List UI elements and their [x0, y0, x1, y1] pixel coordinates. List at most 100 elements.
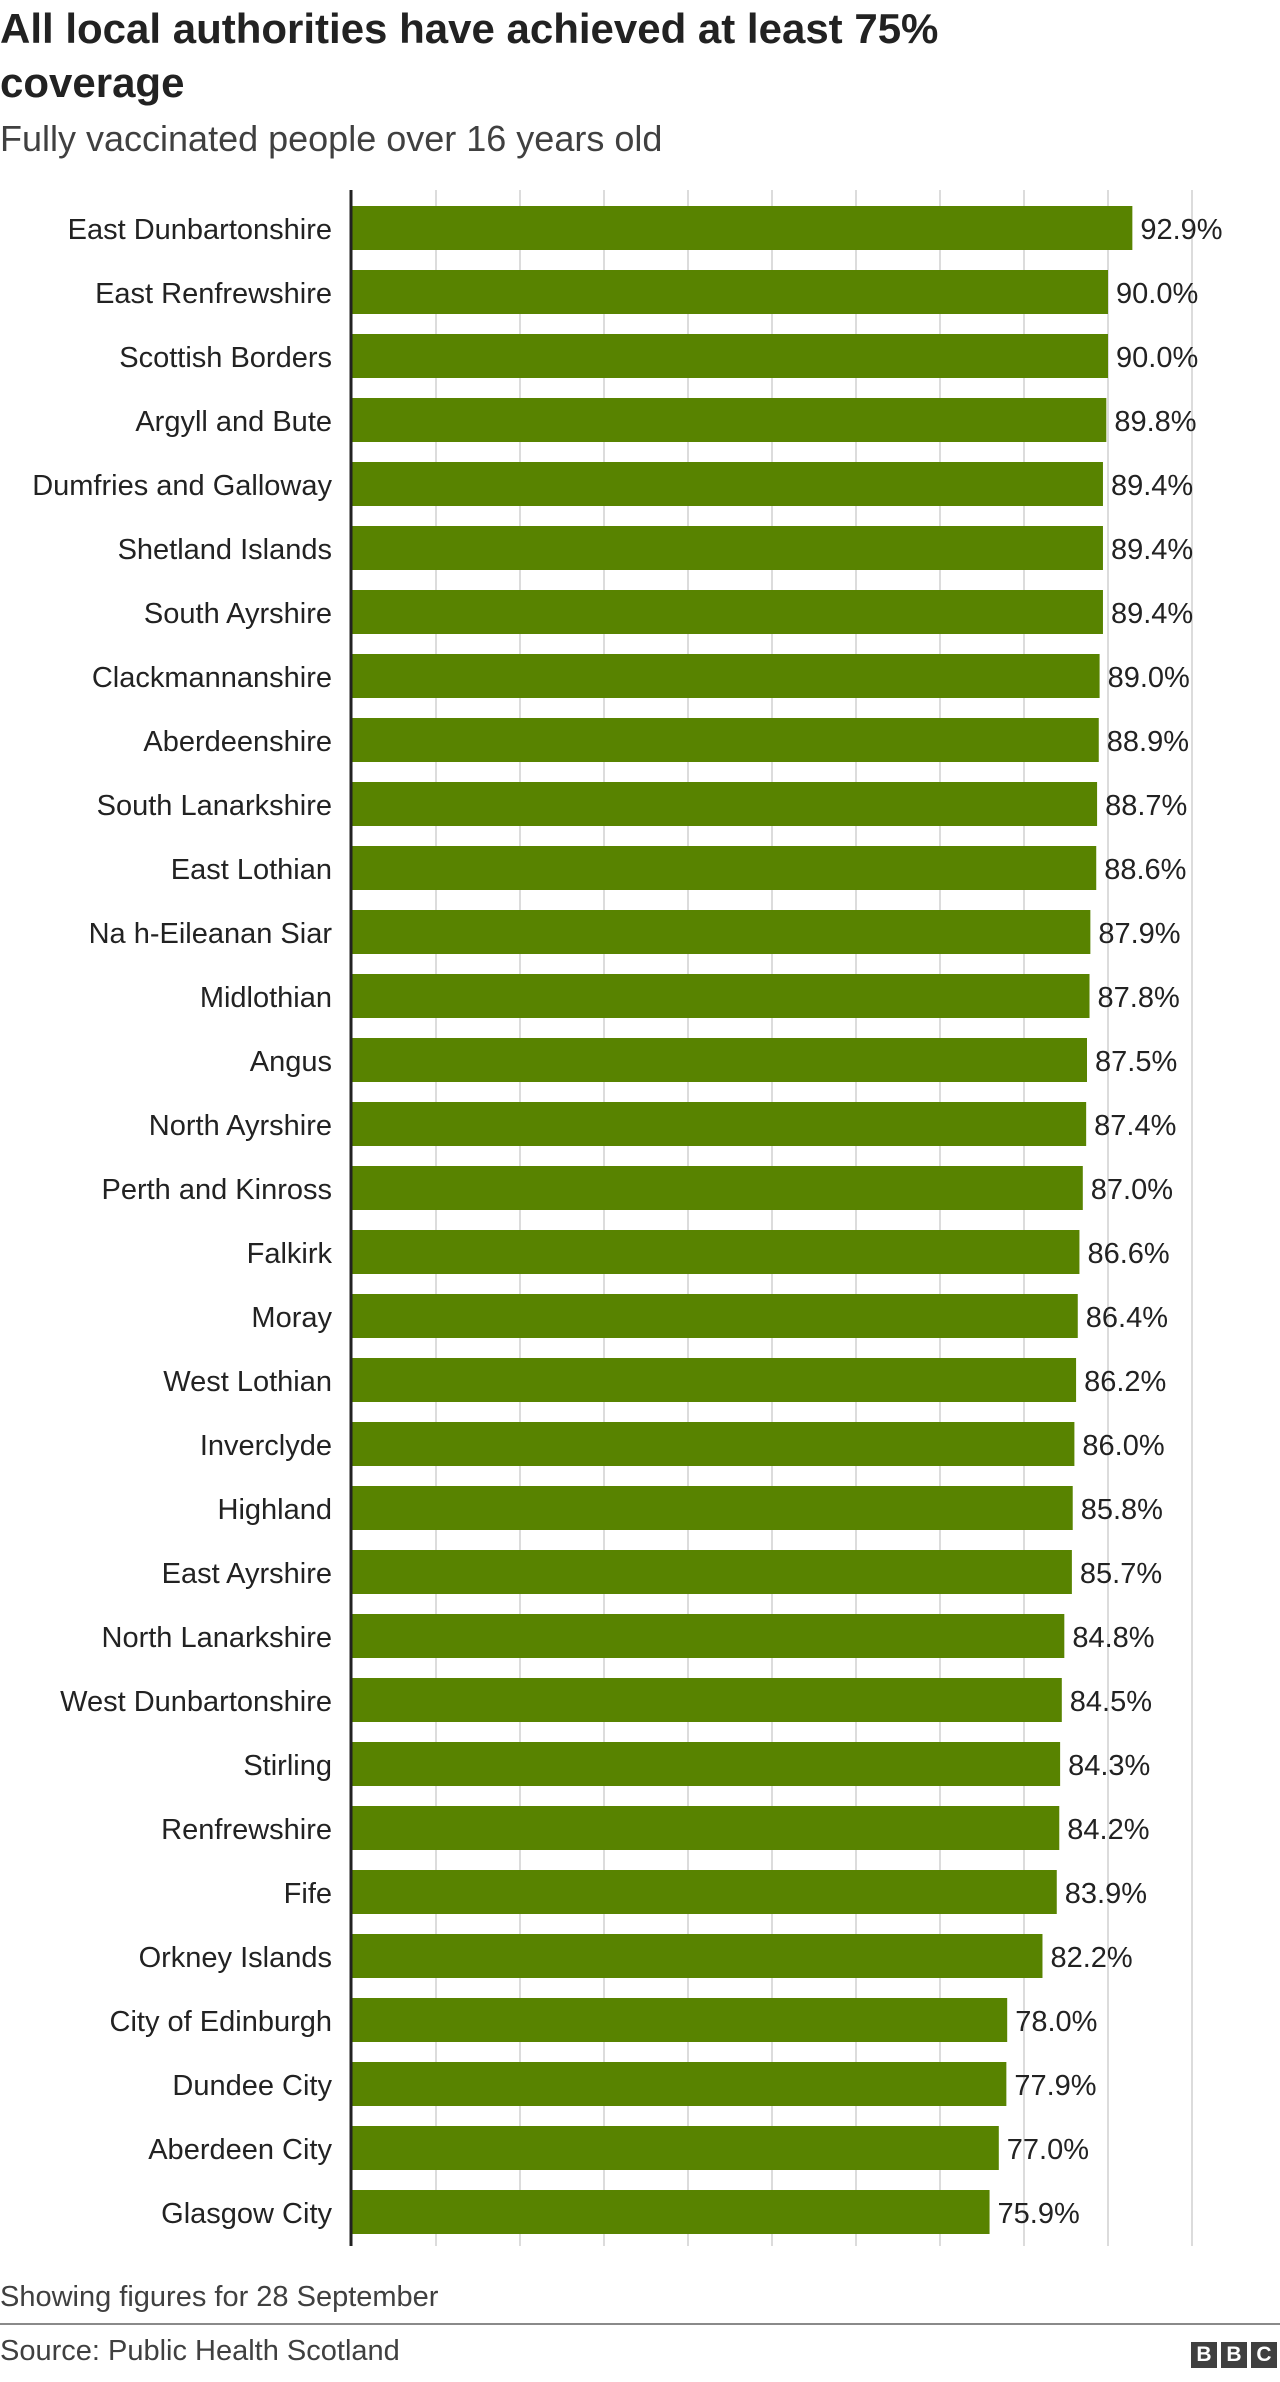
- data-label: 90.0%: [1116, 278, 1198, 310]
- bar: [352, 846, 1097, 890]
- category-label: Perth and Kinross: [101, 1174, 332, 1206]
- category-label: Highland: [218, 1494, 332, 1526]
- data-label: 89.0%: [1108, 662, 1190, 694]
- data-label: 75.9%: [998, 2198, 1080, 2230]
- category-label: Angus: [250, 1046, 332, 1078]
- chart-subtitle: Fully vaccinated people over 16 years ol…: [0, 118, 663, 159]
- data-label: 86.4%: [1086, 1302, 1168, 1334]
- data-label: 86.0%: [1082, 1430, 1164, 1462]
- category-label: North Lanarkshire: [102, 1622, 333, 1654]
- category-label: Clackmannanshire: [92, 662, 332, 694]
- data-label: 78.0%: [1015, 2006, 1097, 2038]
- category-label: Shetland Islands: [118, 534, 332, 566]
- footer-divider: [0, 2323, 1280, 2325]
- bar: [352, 526, 1103, 570]
- bar: [352, 2190, 990, 2234]
- data-label: 92.9%: [1140, 214, 1222, 246]
- data-label: 88.9%: [1107, 726, 1189, 758]
- data-label: 77.9%: [1014, 2070, 1096, 2102]
- bar: [352, 1486, 1073, 1530]
- category-label: South Lanarkshire: [97, 790, 332, 822]
- data-label: 87.8%: [1098, 982, 1180, 1014]
- bar: [352, 718, 1099, 762]
- bar: [352, 2062, 1007, 2106]
- data-label: 87.0%: [1091, 1174, 1173, 1206]
- category-label: Scottish Borders: [119, 342, 332, 374]
- bar: [352, 206, 1133, 250]
- category-label: Glasgow City: [161, 2198, 332, 2230]
- date-note: Showing figures for 28 September: [0, 2281, 439, 2313]
- category-label: East Dunbartonshire: [68, 214, 332, 246]
- bar: [352, 910, 1091, 954]
- bar: [352, 1678, 1062, 1722]
- category-label: Falkirk: [247, 1238, 333, 1270]
- data-label: 84.8%: [1072, 1622, 1154, 1654]
- bar: [352, 462, 1103, 506]
- data-label: 83.9%: [1065, 1878, 1147, 1910]
- category-label: East Renfrewshire: [95, 278, 332, 310]
- category-label: Midlothian: [200, 982, 332, 1014]
- source-text: Source: Public Health Scotland: [0, 2335, 400, 2367]
- bar: [352, 1870, 1057, 1914]
- category-label: City of Edinburgh: [110, 2006, 332, 2038]
- category-label: Dumfries and Galloway: [32, 470, 332, 502]
- data-label: 85.7%: [1080, 1558, 1162, 1590]
- bar: [352, 782, 1098, 826]
- category-label: West Dunbartonshire: [60, 1686, 332, 1718]
- bar: [352, 334, 1108, 378]
- data-label: 89.4%: [1111, 470, 1193, 502]
- data-label: 82.2%: [1050, 1942, 1132, 1974]
- logo-letter-c: C: [1251, 2342, 1277, 2368]
- category-label: Renfrewshire: [161, 1814, 332, 1846]
- category-label: Inverclyde: [200, 1430, 332, 1462]
- data-label: 77.0%: [1007, 2134, 1089, 2166]
- bar: [352, 1742, 1061, 1786]
- bar: [352, 1102, 1087, 1146]
- data-label: 89.4%: [1111, 534, 1193, 566]
- category-label: Argyll and Bute: [135, 406, 332, 438]
- data-label: 84.5%: [1070, 1686, 1152, 1718]
- data-label: 84.2%: [1067, 1814, 1149, 1846]
- category-label: North Ayrshire: [149, 1110, 332, 1142]
- data-label: 87.4%: [1094, 1110, 1176, 1142]
- bar: [352, 1806, 1060, 1850]
- data-label: 89.4%: [1111, 598, 1193, 630]
- data-label: 89.8%: [1114, 406, 1196, 438]
- bbc-logo: B B C: [1191, 2342, 1277, 2368]
- bar: [352, 398, 1107, 442]
- bar: [352, 1934, 1043, 1978]
- category-label: Na h-Eileanan Siar: [89, 918, 333, 950]
- bar: [352, 1230, 1080, 1274]
- data-label: 84.3%: [1068, 1750, 1150, 1782]
- data-label: 86.2%: [1084, 1366, 1166, 1398]
- data-label: 87.5%: [1095, 1046, 1177, 1078]
- bar: [352, 590, 1103, 634]
- category-label: Fife: [284, 1878, 332, 1910]
- bar: [352, 270, 1108, 314]
- category-label: East Lothian: [171, 854, 332, 886]
- data-label: 87.9%: [1098, 918, 1180, 950]
- bar: [352, 1614, 1065, 1658]
- category-label: West Lothian: [163, 1366, 332, 1398]
- logo-letter-b1: B: [1191, 2342, 1217, 2368]
- logo-letter-b2: B: [1221, 2342, 1247, 2368]
- bar-chart: East Dunbartonshire 92.9% East Renfrewshir…: [32, 190, 1223, 2246]
- category-label: Moray: [251, 1302, 332, 1334]
- data-label: 85.8%: [1081, 1494, 1163, 1526]
- data-label: 88.6%: [1104, 854, 1186, 886]
- bar: [352, 1166, 1083, 1210]
- bar: [352, 654, 1100, 698]
- category-label: Orkney Islands: [139, 1942, 332, 1974]
- bar: [352, 1038, 1087, 1082]
- bar: [352, 1422, 1075, 1466]
- data-label: 90.0%: [1116, 342, 1198, 374]
- data-label: 86.6%: [1087, 1238, 1169, 1270]
- category-label: Aberdeen City: [148, 2134, 332, 2166]
- bar: [352, 1550, 1072, 1594]
- bar: [352, 1358, 1077, 1402]
- category-label: East Ayrshire: [162, 1558, 332, 1590]
- bar: [352, 1294, 1078, 1338]
- category-label: South Ayrshire: [144, 598, 332, 630]
- data-label: 88.7%: [1105, 790, 1187, 822]
- bar: [352, 1998, 1008, 2042]
